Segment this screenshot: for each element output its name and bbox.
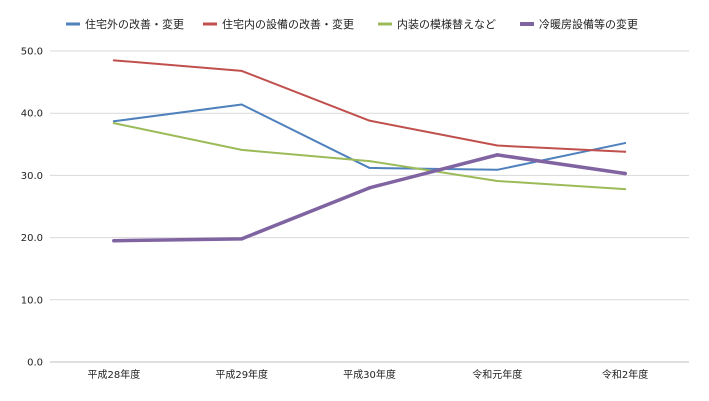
data-point <box>496 144 499 147</box>
x-tick-label: 平成29年度 <box>215 368 268 381</box>
y-tick-label: 10.0 <box>21 295 43 306</box>
series-3 <box>112 122 627 191</box>
data-point <box>112 120 115 123</box>
legend: 住宅外の改善・変更 住宅内の設備の改善・変更 内装の模様替えなど 冷暖房設備等の変更 <box>66 17 638 31</box>
data-point <box>496 179 499 182</box>
data-point <box>624 150 627 153</box>
gridlines <box>50 50 689 363</box>
x-tick-label: 令和元年度 <box>472 368 522 381</box>
legend-label: 住宅外の改善・変更 <box>85 17 184 31</box>
data-point <box>112 238 116 243</box>
data-point <box>496 168 499 171</box>
legend-label: 内装の模様替えなど <box>397 17 496 31</box>
y-tick-label: 50.0 <box>21 47 43 58</box>
legend-label: 住宅内の設備の改善・変更 <box>222 17 354 31</box>
data-point <box>367 186 372 190</box>
y-tick-label: 0.0 <box>27 358 43 369</box>
series-line <box>112 59 627 153</box>
data-point <box>624 188 627 191</box>
data-point <box>112 59 115 62</box>
x-tick-label: 平成30年度 <box>343 368 396 381</box>
data-point <box>624 142 627 145</box>
data-point <box>112 122 115 125</box>
y-tick-label: 40.0 <box>21 109 43 120</box>
y-tick-label: 20.0 <box>21 233 43 244</box>
data-point <box>368 160 371 163</box>
y-tick-label: 30.0 <box>21 171 43 182</box>
series-2 <box>112 59 627 153</box>
series-line <box>112 103 627 171</box>
data-point <box>368 119 371 122</box>
data-point <box>239 237 244 241</box>
data-point <box>623 171 627 176</box>
data-point <box>240 148 243 151</box>
series-line <box>112 122 627 191</box>
x-tick-label: 令和2年度 <box>602 368 648 381</box>
x-tick-label: 平成28年度 <box>88 368 141 381</box>
data-point <box>240 103 243 106</box>
series-4 <box>112 153 627 243</box>
data-point <box>495 153 500 157</box>
legend-label: 冷暖房設備等の変更 <box>539 17 638 31</box>
data-point <box>368 166 371 169</box>
data-point <box>240 69 243 72</box>
